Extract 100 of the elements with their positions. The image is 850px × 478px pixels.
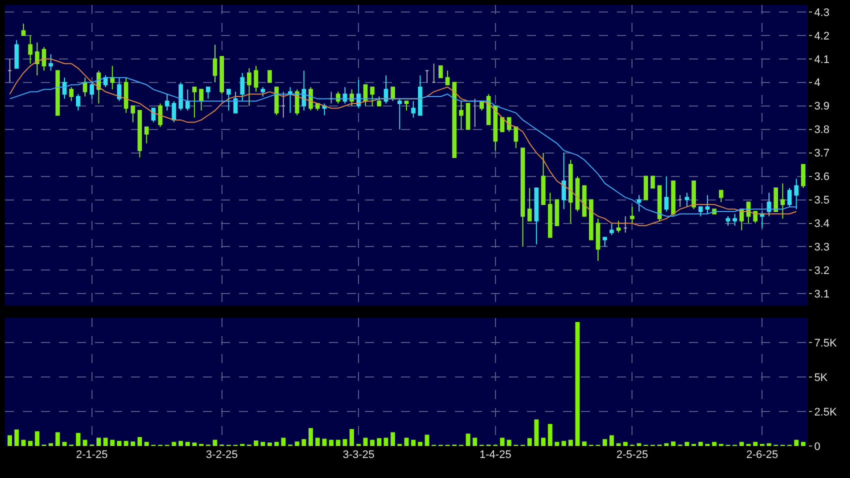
- bar: [664, 443, 669, 446]
- bar: [568, 440, 573, 446]
- candlestick: [350, 88, 354, 106]
- candlestick: [664, 176, 669, 212]
- y-tick-label: 5K: [814, 372, 828, 384]
- bar: [172, 442, 176, 446]
- candlestick: [616, 220, 621, 234]
- bar: [794, 440, 799, 446]
- candlestick: [117, 77, 122, 102]
- bar: [404, 438, 409, 446]
- candlestick: [69, 86, 74, 102]
- bar: [82, 440, 88, 446]
- candlestick: [336, 91, 340, 104]
- candlestick: [418, 74, 422, 116]
- bar: [130, 441, 136, 446]
- candlestick: [630, 206, 634, 224]
- bar: [342, 439, 348, 446]
- bar: [623, 442, 628, 446]
- candlestick: [520, 148, 525, 248]
- bar: [267, 442, 272, 446]
- bar: [55, 432, 60, 446]
- y-tick-label: 4.3: [814, 6, 830, 19]
- x-tick-label: 2-6-25: [746, 449, 778, 461]
- candlestick: [240, 72, 245, 102]
- bar: [411, 440, 416, 446]
- y-tick-label: 3.5: [814, 194, 830, 207]
- bar: [390, 432, 396, 446]
- candlestick: [554, 199, 560, 226]
- bar: [302, 439, 306, 446]
- candlestick: [90, 82, 94, 100]
- candlestick: [774, 188, 778, 212]
- candlestick: [500, 117, 504, 132]
- candlestick: [185, 88, 190, 112]
- bar: [506, 440, 512, 446]
- candlestick: [370, 86, 374, 106]
- candlestick: [62, 77, 67, 100]
- y-tick-label: 4.2: [814, 30, 830, 42]
- candlestick: [404, 100, 409, 112]
- bar: [308, 428, 313, 446]
- candlestick: [212, 44, 218, 83]
- bar: [110, 440, 115, 446]
- bar: [124, 440, 128, 446]
- bar: [384, 438, 388, 446]
- bar: [376, 438, 382, 446]
- bar: [144, 442, 149, 446]
- candlestick: [705, 194, 710, 214]
- bar: [582, 441, 587, 446]
- candlestick: [650, 176, 655, 189]
- bar: [602, 439, 608, 446]
- bar: [712, 442, 717, 446]
- bar: [8, 435, 12, 446]
- candlestick: [514, 126, 518, 149]
- candlestick: [527, 188, 532, 222]
- candlestick: [76, 94, 80, 112]
- bar: [739, 442, 744, 446]
- candlestick: [302, 70, 306, 112]
- bar: [562, 440, 566, 446]
- bar: [370, 440, 375, 446]
- bar: [103, 438, 108, 446]
- candlestick: [376, 96, 382, 106]
- bar: [671, 441, 676, 446]
- candlestick: [226, 88, 231, 112]
- candlestick: [158, 103, 162, 128]
- bar: [534, 419, 539, 446]
- candlestick: [623, 216, 628, 234]
- bar: [466, 434, 470, 446]
- bar: [274, 442, 279, 446]
- x-tick-label: 1-4-25: [480, 449, 512, 461]
- candlestick: [206, 86, 210, 100]
- bar: [472, 438, 478, 446]
- candlestick: [548, 192, 552, 238]
- candlestick: [678, 194, 682, 208]
- candlestick: [14, 40, 19, 69]
- bar: [424, 434, 430, 446]
- bar: [260, 442, 266, 446]
- candlestick: [288, 86, 292, 114]
- y-tick-label: 3.2: [814, 265, 830, 278]
- bar: [575, 322, 580, 446]
- bar: [698, 442, 703, 446]
- candlestick: [55, 70, 60, 116]
- candlestick: [596, 218, 600, 262]
- candlestick: [178, 82, 183, 112]
- candlestick: [541, 152, 546, 205]
- y-tick-label: 3.6: [814, 171, 830, 184]
- bar: [418, 442, 422, 446]
- candlestick: [28, 34, 32, 64]
- bar: [616, 443, 621, 446]
- line-series: [9, 77, 797, 217]
- candlestick: [534, 188, 539, 245]
- candlestick: [718, 190, 724, 203]
- y-tick-label: 3.9: [814, 100, 830, 113]
- y-tick-label: 0: [814, 440, 820, 453]
- candlestick: [260, 86, 266, 97]
- candlestick: [493, 105, 498, 151]
- bar: [636, 443, 642, 446]
- bar: [28, 440, 33, 446]
- bar: [753, 442, 758, 446]
- candlestick: [432, 63, 436, 83]
- bar: [766, 443, 772, 446]
- bar: [329, 440, 334, 446]
